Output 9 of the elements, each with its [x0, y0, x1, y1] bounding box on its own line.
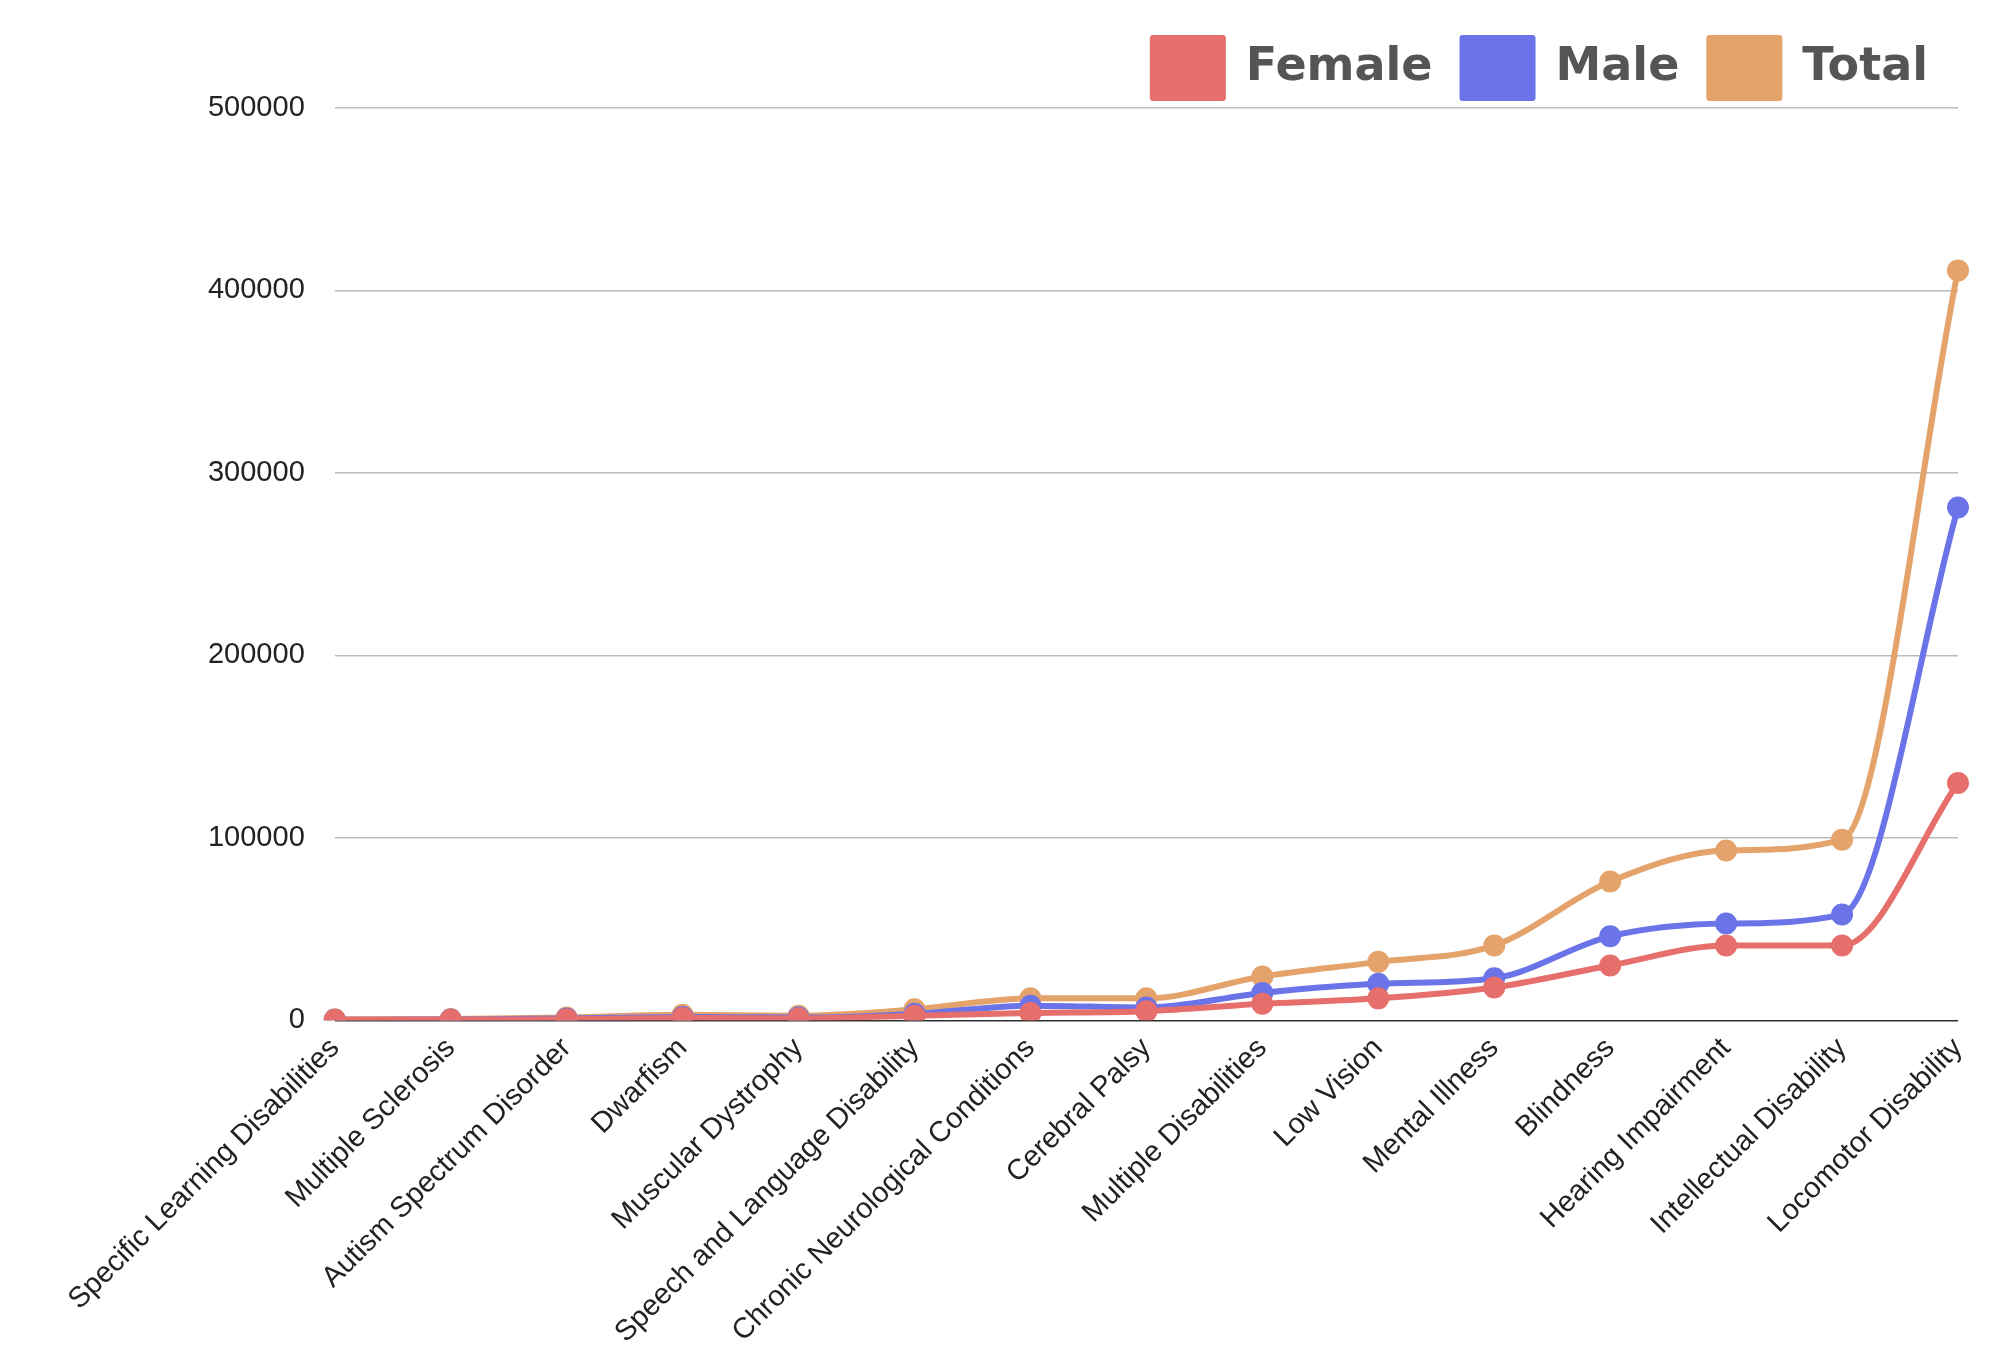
y-tick-label: 200000: [207, 637, 305, 670]
legend-label: Female: [1245, 36, 1433, 91]
legend-label: Male: [1555, 36, 1680, 91]
y-tick-label: 500000: [207, 90, 305, 122]
y-tick-label: 300000: [207, 454, 305, 487]
legend-label: Total: [1802, 36, 1928, 91]
y-tick-label: 400000: [207, 272, 305, 305]
y-tick-label: 100000: [207, 819, 305, 852]
y-tick-label: 0: [288, 1002, 305, 1035]
